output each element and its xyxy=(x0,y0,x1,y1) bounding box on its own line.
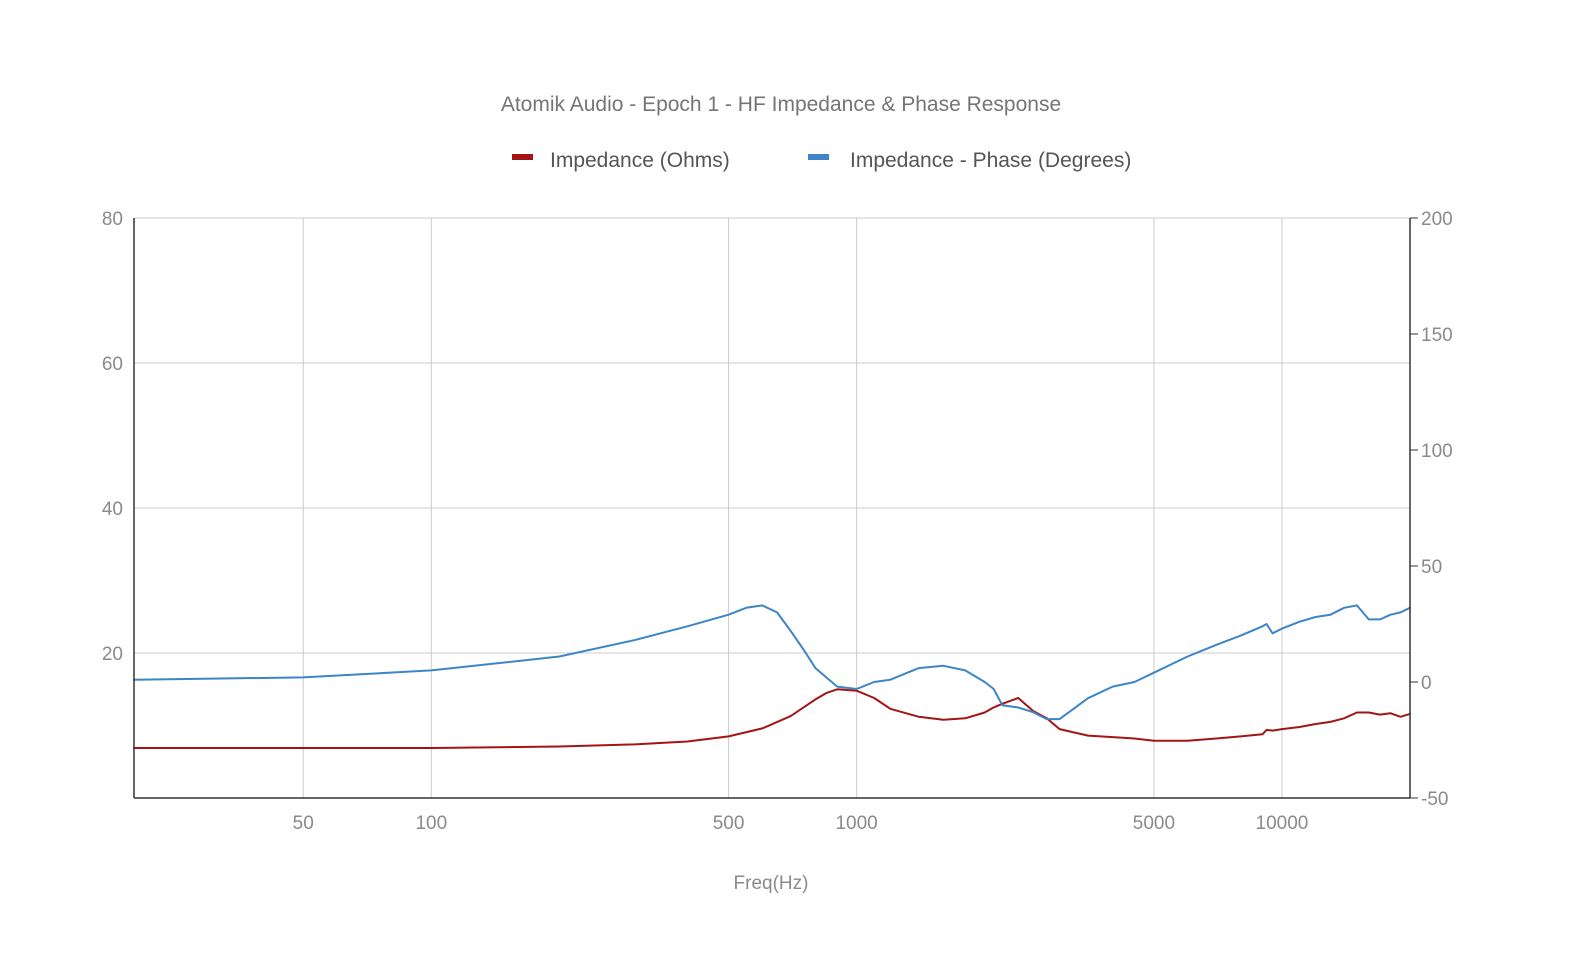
right-y-tick-labels: -50 0 50 100 150 200 xyxy=(1410,209,1453,810)
y-right-tick-label: 100 xyxy=(1421,441,1453,462)
series-line-phase xyxy=(133,604,1411,721)
y-left-tick-label: 80 xyxy=(102,209,123,230)
x-tick-labels: 50 100 500 1000 5000 10000 xyxy=(293,813,1309,834)
legend-label-impedance: Impedance (Ohms) xyxy=(550,149,730,172)
y-left-tick-label: 20 xyxy=(102,644,123,665)
x-tick-label: 100 xyxy=(415,813,447,834)
x-tick-label: 1000 xyxy=(835,813,877,834)
x-tick-label: 50 xyxy=(293,813,314,834)
y-right-tick-label: 0 xyxy=(1421,673,1432,694)
y-right-tick-label: 50 xyxy=(1421,557,1442,578)
x-tick-label: 500 xyxy=(713,813,745,834)
x-tick-label: 5000 xyxy=(1133,813,1175,834)
y-right-tick-label: 200 xyxy=(1421,209,1453,230)
legend-swatch-phase xyxy=(808,154,829,160)
y-right-tick-label: -50 xyxy=(1421,789,1448,810)
x-axis-label: Freq(Hz) xyxy=(734,873,809,894)
left-y-tick-labels: 20 40 60 80 xyxy=(102,209,123,665)
legend-label-phase: Impedance - Phase (Degrees) xyxy=(850,149,1131,172)
chart-title: Atomik Audio - Epoch 1 - HF Impedance & … xyxy=(501,93,1061,116)
y-left-tick-label: 40 xyxy=(102,499,123,520)
plot-series xyxy=(133,604,1411,749)
x-tick-label: 10000 xyxy=(1256,813,1309,834)
y-right-tick-label: 150 xyxy=(1421,325,1453,346)
legend-swatch-impedance xyxy=(512,154,533,160)
y-left-tick-label: 60 xyxy=(102,354,123,375)
horizontal-gridlines xyxy=(134,217,1410,654)
legend: Impedance (Ohms) Impedance - Phase (Degr… xyxy=(512,149,1131,172)
series-line-impedance xyxy=(133,688,1411,749)
